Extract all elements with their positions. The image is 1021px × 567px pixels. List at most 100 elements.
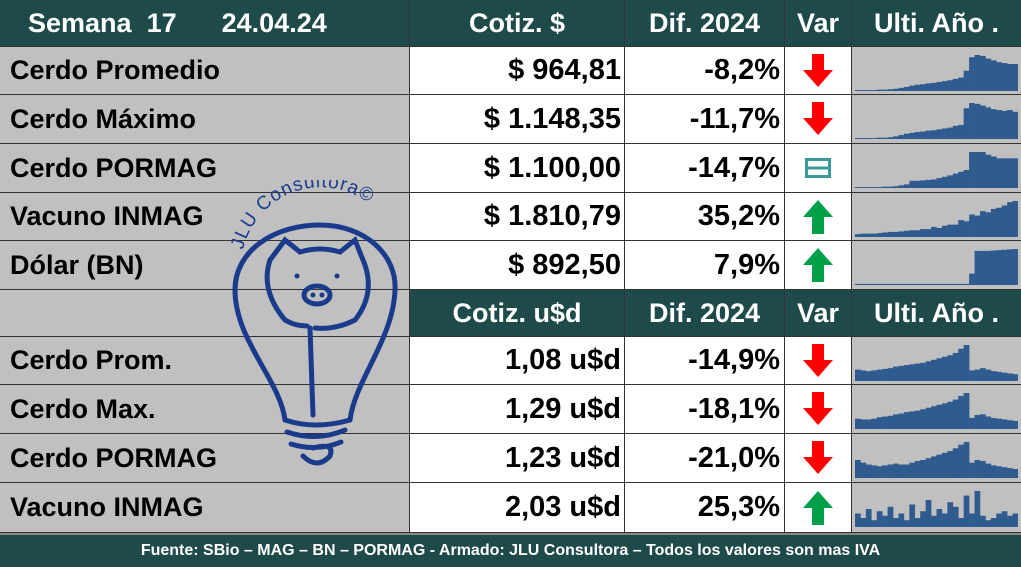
row-label: Vacuno INMAG: [0, 193, 410, 240]
spark-bar: [914, 283, 921, 285]
spark-bar: [990, 518, 997, 527]
spark-bar: [947, 224, 954, 237]
spark-bar: [882, 416, 888, 429]
row-diff: -18,1%: [625, 385, 785, 433]
spark-bar: [855, 234, 861, 237]
spark-bar: [871, 138, 878, 139]
spark-bar: [936, 228, 943, 237]
spark-bar: [952, 78, 959, 91]
spark-bar: [925, 458, 932, 478]
spark-bar: [909, 462, 916, 478]
spark-bar: [909, 504, 916, 527]
spark-bar: [903, 133, 910, 139]
spark-bar: [914, 460, 921, 478]
row-price: 1,08 u$d: [410, 337, 625, 384]
spark-bar: [882, 186, 888, 188]
col-header-var: Var: [785, 290, 852, 336]
spark-bar: [914, 84, 921, 91]
spark-bar: [909, 364, 916, 381]
spark-bar: [958, 171, 964, 188]
sparkline: [855, 393, 1018, 429]
col-header-year: Ulti. Año .: [874, 7, 999, 38]
spark-bar: [909, 411, 916, 429]
spark-bar: [1007, 420, 1013, 429]
sparkline: [855, 103, 1018, 139]
spark-bar: [903, 412, 910, 429]
spark-bar: [969, 152, 975, 188]
row-var: [785, 144, 852, 192]
spark-bar: [1012, 513, 1018, 527]
spark-bar: [860, 138, 867, 139]
spark-bar: [941, 356, 948, 381]
spark-bar: [996, 62, 1002, 91]
spark-bar: [952, 173, 959, 188]
spark-bar: [979, 152, 986, 188]
row-sparkline-cell: [852, 47, 1021, 94]
spark-bar: [963, 442, 970, 478]
spark-bar: [985, 369, 992, 381]
spark-bar: [958, 348, 964, 381]
sparkline: [855, 55, 1018, 91]
spark-bar: [893, 88, 899, 91]
spark-bar: [985, 212, 992, 237]
spark-bar: [1007, 158, 1013, 188]
sparkline: [855, 442, 1018, 478]
spark-bar: [990, 208, 997, 237]
spark-bar: [958, 77, 964, 91]
spark-bar: [979, 211, 986, 237]
sparkline: [855, 491, 1018, 527]
spark-bar: [969, 513, 975, 527]
spark-bar: [871, 187, 878, 188]
spark-bar: [887, 137, 894, 139]
spark-bar: [974, 415, 981, 429]
spark-bar: [876, 89, 883, 91]
spark-bar: [952, 283, 959, 285]
row-var: [785, 241, 852, 289]
spark-bar: [855, 90, 861, 91]
date: 24.04.24: [221, 7, 327, 38]
table-row: Cerdo PORMAG $ 1.100,00 -14,7%: [0, 144, 1021, 193]
row-sparkline-cell: [852, 385, 1021, 433]
spark-bar: [893, 463, 899, 478]
spark-bar: [941, 128, 948, 139]
spark-bar: [941, 81, 948, 91]
row-sparkline-cell: [852, 483, 1021, 532]
spark-bar: [860, 518, 867, 527]
spark-bar: [985, 107, 992, 139]
spark-bar: [920, 460, 926, 478]
sparkline: [855, 201, 1018, 237]
row-label: Cerdo PORMAG: [0, 144, 410, 192]
spark-bar: [865, 419, 872, 429]
spark-bar: [893, 186, 899, 188]
spark-bar: [963, 108, 970, 139]
spark-bar: [1001, 419, 1008, 429]
spark-bar: [936, 129, 943, 139]
row-price: $ 892,50: [410, 241, 625, 289]
row-price: $ 964,81: [410, 47, 625, 94]
row-price: 1,29 u$d: [410, 385, 625, 433]
spark-bar: [876, 466, 883, 478]
spark-bar: [974, 215, 981, 237]
spark-bar: [936, 82, 943, 91]
spark-bar: [898, 464, 905, 478]
spark-bar: [887, 368, 894, 381]
spark-bar: [860, 283, 867, 285]
row-diff: -11,7%: [625, 95, 785, 143]
spark-bar: [865, 371, 872, 381]
spark-bar: [893, 366, 899, 381]
spark-bar: [985, 520, 992, 527]
spark-bar: [925, 83, 932, 91]
spark-bar: [990, 109, 997, 139]
spark-bar: [871, 465, 878, 478]
spark-bar: [898, 135, 905, 139]
spark-bar: [1007, 468, 1013, 478]
spark-bar: [931, 179, 937, 188]
spark-bar: [931, 130, 937, 139]
spark-bar: [909, 230, 916, 237]
spark-bar: [941, 452, 948, 478]
spark-bar: [985, 250, 992, 285]
row-diff: 7,9%: [625, 241, 785, 289]
spark-bar: [1007, 249, 1013, 285]
spark-bar: [969, 273, 975, 285]
